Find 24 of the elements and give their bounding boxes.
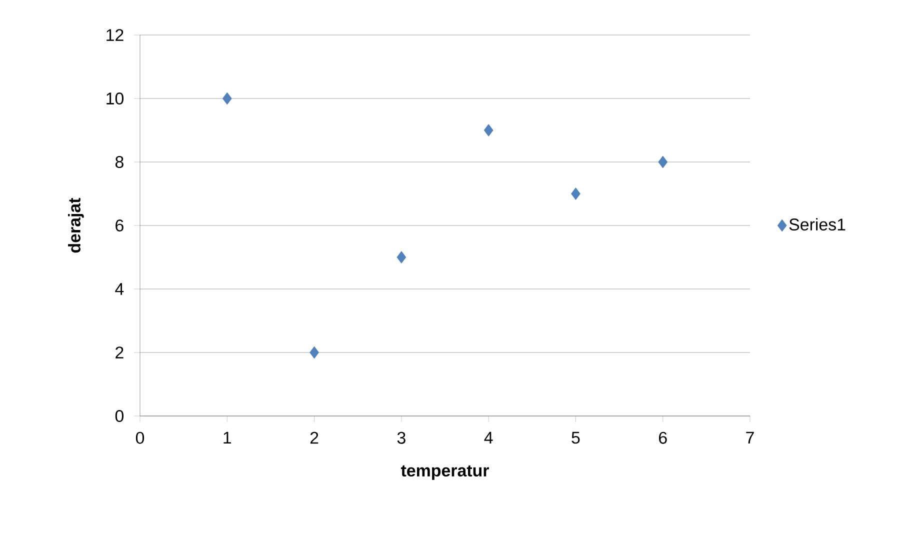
x-tick-label: 1 bbox=[224, 432, 232, 444]
point bbox=[484, 124, 494, 136]
x-tick-label: 7 bbox=[746, 432, 754, 444]
point bbox=[658, 156, 668, 168]
x-tick-label: 3 bbox=[397, 432, 406, 444]
point bbox=[396, 251, 406, 264]
y-tick-label: 12 bbox=[106, 29, 124, 41]
y-tick-label: 6 bbox=[116, 220, 124, 232]
y-axis-title: derajat bbox=[68, 198, 84, 253]
y-tick-label: 2 bbox=[116, 346, 124, 358]
x-tick-label: 5 bbox=[572, 432, 580, 444]
point bbox=[222, 92, 232, 105]
point bbox=[571, 188, 580, 200]
y-tick-label: 10 bbox=[106, 92, 124, 104]
x-tick-label: 4 bbox=[484, 432, 493, 444]
x-axis-title: temperatur bbox=[400, 465, 489, 480]
x-tick-label: 6 bbox=[659, 432, 667, 444]
x-tick-label: 0 bbox=[136, 432, 144, 444]
point bbox=[310, 346, 319, 359]
legend-label: Series1 bbox=[789, 218, 846, 231]
y-tick-label: 0 bbox=[115, 410, 124, 422]
y-tick-label: 8 bbox=[115, 156, 124, 168]
y-tick-label: 4 bbox=[115, 283, 124, 295]
x-tick-label: 2 bbox=[310, 432, 318, 444]
